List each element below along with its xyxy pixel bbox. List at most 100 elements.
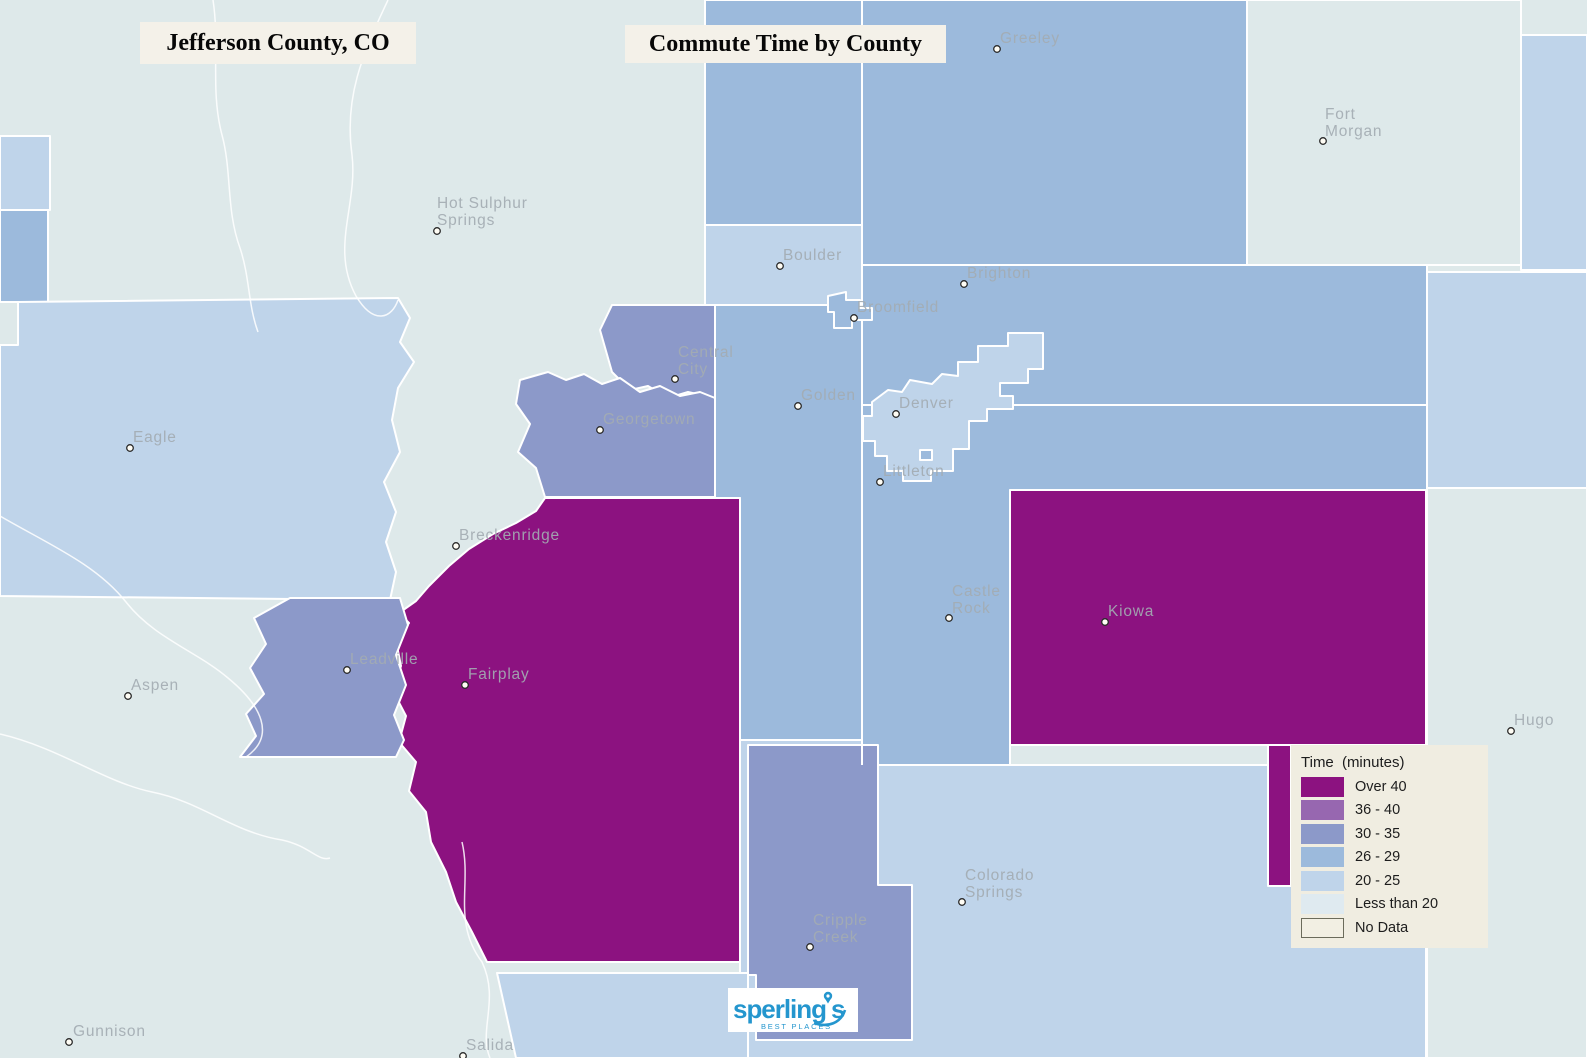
legend-label-less20: Less than 20 [1355, 896, 1439, 913]
region-east-plains [1426, 271, 1587, 489]
city-marker-brighton [960, 280, 968, 288]
legend-label-b26_29: 26 - 29 [1355, 849, 1401, 866]
region-broomfield-enclave [827, 291, 873, 329]
city-marker-leadville [343, 666, 351, 674]
sperlings-logo: sperling s BEST PLACES [728, 988, 858, 1032]
city-label-fairplay: Fairplay [468, 666, 530, 683]
region-morgan-county [1246, 0, 1522, 266]
county-border-decorative [0, 515, 264, 758]
city-marker-salida [459, 1052, 467, 1058]
city-label-hot-sulphur-springs: Hot Sulphur Springs [437, 195, 528, 229]
city-label-denver: Denver [899, 395, 954, 412]
logo-pin-icon [823, 991, 833, 1004]
legend-title: Time (minutes) [1301, 754, 1405, 771]
region-west-strip-upper [0, 135, 51, 211]
county-title: Jefferson County, CO [166, 29, 390, 56]
region-northeast-corner [1520, 34, 1587, 271]
city-marker-fort-morgan [1319, 137, 1327, 145]
city-marker-aspen [124, 692, 132, 700]
city-label-aspen: Aspen [131, 677, 179, 694]
city-marker-central-city [671, 375, 679, 383]
city-label-central-city: Central City [678, 344, 734, 378]
city-marker-breckenridge [452, 542, 460, 550]
region-elbert-county [1009, 489, 1427, 746]
legend-label-over40: Over 40 [1355, 778, 1407, 795]
city-label-eagle: Eagle [133, 429, 177, 446]
city-marker-hot-sulphur-springs [433, 227, 441, 235]
legend-label-b30_35: 30 - 35 [1355, 825, 1401, 842]
city-label-salida: Salida [466, 1037, 514, 1054]
map-title-box: Commute Time by County [625, 25, 946, 63]
city-label-fort-morgan: Fort Morgan [1325, 106, 1382, 140]
city-marker-cripple-creek [806, 943, 814, 951]
region-clear-creek-county [515, 371, 716, 498]
city-marker-kiowa [1101, 618, 1109, 626]
city-marker-broomfield [850, 314, 858, 322]
city-marker-littleton [876, 478, 884, 486]
city-label-golden: Golden [801, 387, 856, 404]
legend-swatch-b36_40 [1301, 800, 1344, 821]
legend-label-b20_25: 20 - 25 [1355, 872, 1401, 889]
city-marker-georgetown [596, 426, 604, 434]
legend-row-b36_40: 36 - 40 [1301, 799, 1488, 823]
logo-wordmark: sperling [733, 994, 826, 1024]
region-west-strip-lower [0, 209, 49, 303]
city-marker-colorado-springs [958, 898, 966, 906]
county-border-decorative [0, 733, 331, 860]
legend-label-nodata: No Data [1355, 919, 1409, 936]
legend-swatch-nodata [1301, 917, 1344, 938]
region-glendale-enclave [919, 449, 933, 461]
legend-rows: Over 40 36 - 40 30 - 35 26 - 29 20 - 25 Less … [1301, 775, 1488, 940]
city-label-kiowa: Kiowa [1108, 603, 1154, 620]
sperlings-logo-art: sperling s BEST PLACES [733, 991, 847, 1031]
legend-swatch-b20_25 [1301, 870, 1344, 891]
region-lake-county [239, 597, 409, 758]
city-label-leadville: Leadville [350, 651, 418, 668]
legend-row-nodata: No Data [1301, 916, 1488, 940]
city-marker-fairplay [461, 681, 469, 689]
city-label-littleton: Littleton [883, 463, 945, 480]
legend-row-b20_25: 20 - 25 [1301, 869, 1488, 893]
legend-row-less20: Less than 20 [1301, 893, 1488, 917]
region-teller-county [747, 744, 913, 1041]
legend: Time (minutes) Over 40 36 - 40 30 - 35 26 -… [1291, 745, 1488, 948]
city-marker-boulder [776, 262, 784, 270]
city-marker-golden [794, 402, 802, 410]
city-marker-hugo [1507, 727, 1515, 735]
city-label-cripple-creek: Cripple Creek [813, 912, 868, 946]
region-eagle-county [0, 297, 415, 601]
legend-swatch-over40 [1301, 776, 1344, 797]
city-label-breckenridge: Breckenridge [459, 527, 560, 544]
city-label-brighton: Brighton [967, 265, 1031, 282]
city-label-broomfield: Broomfield [857, 299, 939, 316]
city-marker-eagle [126, 444, 134, 452]
city-label-colorado-springs: Colorado Springs [965, 867, 1034, 901]
legend-row-b30_35: 30 - 35 [1301, 822, 1488, 846]
map-title: Commute Time by County [648, 30, 923, 57]
city-label-boulder: Boulder [783, 247, 842, 264]
city-label-castle-rock: Castle Rock [952, 583, 1001, 617]
legend-swatch-less20 [1301, 894, 1344, 915]
city-label-greeley: Greeley [1000, 30, 1060, 47]
legend-row-b26_29: 26 - 29 [1301, 846, 1488, 870]
logo-swoosh [813, 1009, 847, 1027]
city-marker-denver [892, 410, 900, 418]
city-marker-greeley [993, 45, 1001, 53]
city-label-hugo: Hugo [1514, 712, 1554, 729]
city-marker-gunnison [65, 1038, 73, 1046]
city-label-gunnison: Gunnison [73, 1023, 146, 1040]
region-elbert-sliver [1267, 744, 1292, 887]
county-border-decorative [461, 841, 491, 1058]
county-title-box: Jefferson County, CO [140, 22, 416, 64]
city-marker-castle-rock [945, 614, 953, 622]
legend-swatch-b26_29 [1301, 847, 1344, 868]
region-denver-county [862, 332, 1044, 482]
county-border-decorative [344, 0, 399, 317]
city-label-georgetown: Georgetown [603, 411, 695, 428]
legend-row-over40: Over 40 [1301, 775, 1488, 799]
legend-swatch-b30_35 [1301, 823, 1344, 844]
logo-tagline: BEST PLACES [761, 1022, 832, 1031]
region-fremont-county [496, 972, 749, 1058]
